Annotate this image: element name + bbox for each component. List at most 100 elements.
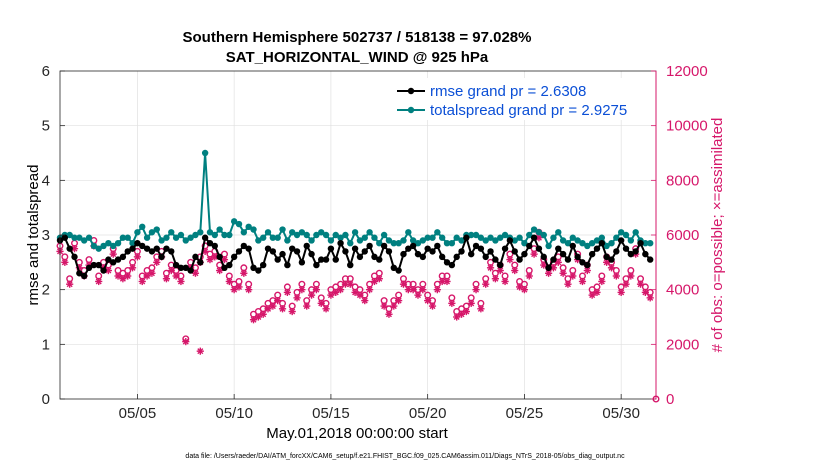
asterisk-stroke xyxy=(115,272,122,280)
totalspread-point xyxy=(201,149,209,157)
rmse-point xyxy=(269,248,277,255)
obs-assimilated-point xyxy=(303,302,311,310)
rmse-point xyxy=(240,242,248,250)
totalspread-point xyxy=(216,226,223,233)
asterisk-stroke xyxy=(424,297,431,304)
totalspread-point xyxy=(129,240,136,247)
totalspread-point xyxy=(371,234,378,241)
rmse-point xyxy=(250,264,257,271)
rmse-point xyxy=(76,270,83,277)
rmse-point xyxy=(284,261,291,269)
totalspread-point xyxy=(574,237,581,244)
rmse-point xyxy=(158,253,165,261)
obs-assimilated-point xyxy=(491,275,499,283)
rmse-point xyxy=(453,253,460,261)
obs-assimilated-point xyxy=(593,288,601,296)
rmse-point xyxy=(153,245,160,252)
obs-assimilated-point xyxy=(356,291,364,299)
asterisk-stroke xyxy=(477,305,484,312)
totalspread-point xyxy=(584,242,591,250)
asterisk-stroke xyxy=(540,262,547,269)
asterisk-stroke xyxy=(168,267,175,274)
rmse-point xyxy=(627,250,635,258)
obs-assimilated-point xyxy=(332,288,340,296)
right-tick-label: 2000 xyxy=(666,336,699,353)
asterisk-stroke xyxy=(564,281,571,288)
totalspread-point xyxy=(347,240,354,247)
asterisk-stroke xyxy=(240,270,247,277)
asterisk-stroke xyxy=(173,272,180,280)
obs-assimilated-point xyxy=(133,253,142,261)
asterisk-stroke xyxy=(139,278,146,285)
totalspread-point xyxy=(177,231,185,239)
totalspread-point xyxy=(172,234,180,241)
rmse-point xyxy=(105,256,112,263)
rmse-point xyxy=(501,245,509,252)
obs-assimilated-point xyxy=(419,286,427,294)
rmse-point xyxy=(148,248,156,255)
rmse-point xyxy=(458,248,465,255)
asterisk-stroke xyxy=(545,270,552,277)
asterisk-stroke xyxy=(381,303,388,310)
obs-assimilated-point xyxy=(61,258,69,266)
obs-assimilated-point xyxy=(177,277,185,286)
totalspread-point xyxy=(327,237,335,244)
totalspread-point xyxy=(221,231,228,239)
obs-assimilated-point xyxy=(138,277,146,286)
rmse-point xyxy=(593,245,601,252)
asterisk-stroke xyxy=(385,311,392,318)
totalspread-point xyxy=(453,234,460,241)
rmse-point xyxy=(182,264,189,271)
rmse-point xyxy=(351,245,359,252)
totalspread-point xyxy=(622,231,630,239)
legend-spread-marker xyxy=(407,106,415,114)
rmse-point xyxy=(588,250,596,258)
totalspread-point xyxy=(124,234,131,241)
rmse-point xyxy=(327,245,335,252)
asterisk-stroke xyxy=(637,281,644,288)
totalspread-point xyxy=(448,240,456,247)
asterisk-stroke xyxy=(255,313,262,321)
rmse-point xyxy=(342,248,349,255)
obs-assimilated-point xyxy=(564,280,572,288)
asterisk-stroke xyxy=(400,281,407,288)
obs-assimilated-point xyxy=(366,286,374,294)
rmse-point xyxy=(395,267,402,274)
totalspread-point xyxy=(158,237,165,244)
asterisk-stroke xyxy=(105,267,112,274)
rmse-point xyxy=(516,256,523,263)
x-tick-label: 05/20 xyxy=(409,405,447,422)
rmse-point xyxy=(226,261,233,269)
totalspread-point xyxy=(477,234,485,241)
obs-assimilated-point xyxy=(627,272,635,280)
rmse-point xyxy=(235,248,243,255)
totalspread-point xyxy=(395,240,402,247)
rmse-point xyxy=(308,250,315,258)
obs-assimilated-point xyxy=(361,297,369,305)
totalspread-point xyxy=(632,229,639,236)
totalspread-point xyxy=(206,229,214,236)
x-tick-label: 05/25 xyxy=(506,405,544,422)
obs-assimilated-point xyxy=(578,277,587,286)
totalspread-point xyxy=(603,242,610,250)
rmse-point xyxy=(569,242,576,250)
right-tick-label: 12000 xyxy=(666,63,708,80)
asterisk-stroke xyxy=(153,259,160,266)
totalspread-point xyxy=(279,226,286,233)
totalspread-point xyxy=(168,229,175,236)
rmse-point xyxy=(356,253,364,261)
totalspread-point xyxy=(434,229,441,236)
rmse-point xyxy=(487,248,494,255)
obs-assimilated-point xyxy=(515,283,524,291)
obs-assimilated-point xyxy=(424,297,432,305)
totalspread-point xyxy=(390,240,397,247)
totalspread-point xyxy=(235,220,243,228)
rmse-point xyxy=(80,272,88,280)
totalspread-point xyxy=(555,229,562,236)
obs-assimilated-point xyxy=(95,277,103,286)
asterisk-stroke xyxy=(342,281,349,288)
totalspread-point xyxy=(303,231,310,239)
obs-assimilated-point xyxy=(230,286,238,294)
asterisk-stroke xyxy=(134,253,141,260)
obs-assimilated-point xyxy=(472,286,480,294)
